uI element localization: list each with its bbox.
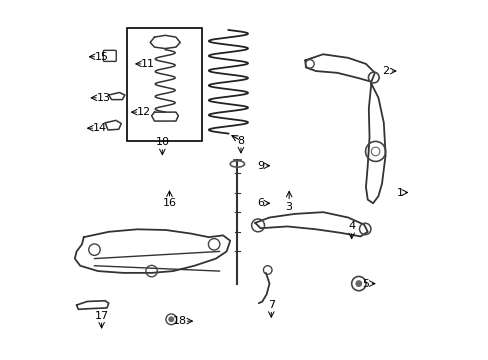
Text: 13: 13 (96, 93, 110, 103)
Text: 7: 7 (267, 300, 274, 310)
Text: 18: 18 (173, 316, 187, 326)
Bar (126, 28, 201, 141)
Circle shape (168, 317, 173, 322)
Text: 16: 16 (162, 198, 176, 208)
Text: 11: 11 (141, 59, 155, 69)
Text: 2: 2 (381, 66, 388, 76)
Text: 3: 3 (285, 202, 292, 212)
Text: 14: 14 (93, 123, 107, 133)
Text: 10: 10 (155, 138, 169, 148)
Text: 17: 17 (94, 311, 108, 321)
Text: 15: 15 (94, 52, 108, 62)
Text: 6: 6 (257, 198, 264, 208)
Text: 9: 9 (257, 161, 264, 171)
Text: 5: 5 (362, 279, 369, 289)
Text: 12: 12 (137, 107, 150, 117)
Circle shape (355, 281, 361, 287)
Text: 4: 4 (347, 221, 354, 231)
Text: 8: 8 (237, 136, 244, 146)
Text: 1: 1 (396, 188, 403, 198)
